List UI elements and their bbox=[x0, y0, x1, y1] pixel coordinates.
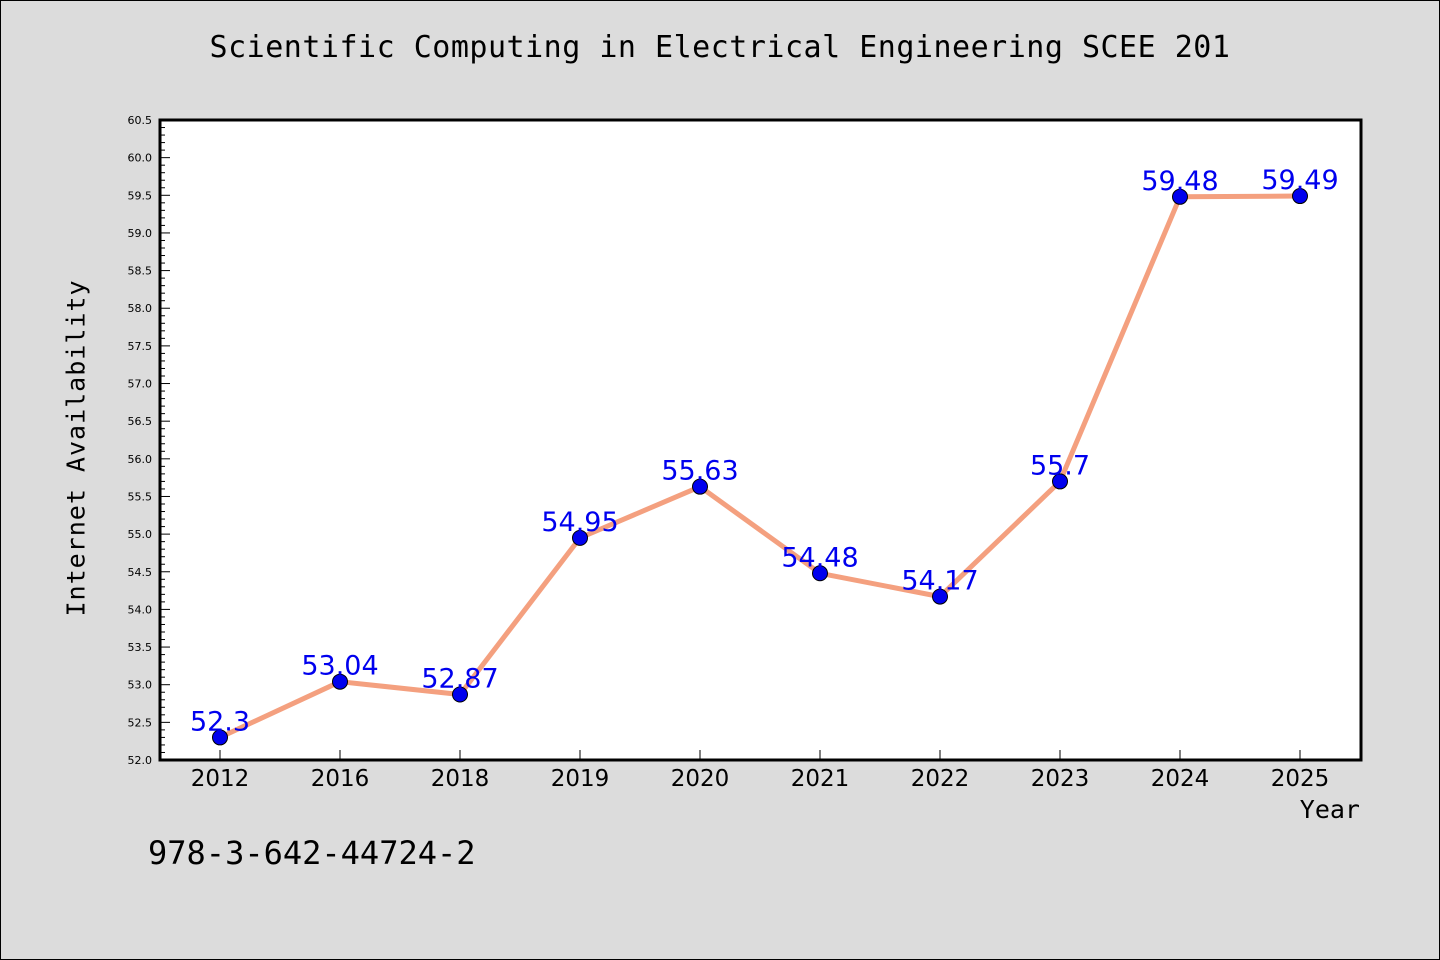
data-point bbox=[332, 673, 348, 690]
y-tick-label: 52.5 bbox=[128, 716, 153, 729]
y-tick-label: 57.0 bbox=[128, 378, 153, 391]
data-point bbox=[1052, 473, 1068, 490]
y-tick-label: 55.0 bbox=[128, 528, 153, 541]
data-point bbox=[932, 588, 948, 605]
series-line bbox=[218, 193, 1301, 740]
y-tick-label: 56.5 bbox=[128, 415, 153, 428]
y-tick-label: 54.0 bbox=[128, 603, 153, 616]
x-tick-label: 2016 bbox=[311, 766, 370, 792]
plot-border bbox=[158, 118, 1363, 762]
x-tick-label: 2012 bbox=[191, 766, 250, 792]
x-tick-label: 2023 bbox=[1031, 766, 1090, 792]
y-tick-label: 57.5 bbox=[128, 340, 153, 353]
data-label: 54.48 bbox=[781, 542, 858, 573]
data-point bbox=[812, 565, 828, 582]
y-tick-label: 60.5 bbox=[128, 114, 153, 127]
x-tick-label: 2019 bbox=[551, 766, 610, 792]
y-tick-label: 59.5 bbox=[128, 189, 153, 202]
y-tick-label: 56.0 bbox=[128, 453, 153, 466]
x-tick-label: 2018 bbox=[431, 766, 490, 792]
y-tick-label: 60.0 bbox=[128, 152, 153, 165]
y-tick-label: 53.0 bbox=[128, 679, 153, 692]
data-label: 52.3 bbox=[190, 706, 250, 737]
data-label: 55.63 bbox=[661, 456, 738, 487]
data-point bbox=[212, 729, 228, 746]
y-tick-label: 53.5 bbox=[128, 641, 153, 654]
data-label: 59.48 bbox=[1141, 166, 1218, 197]
y-tick-label: 58.5 bbox=[128, 265, 153, 278]
data-label: 52.87 bbox=[421, 663, 498, 694]
data-point bbox=[572, 529, 588, 546]
plot-area bbox=[160, 120, 1361, 760]
data-label: 55.7 bbox=[1030, 450, 1090, 481]
y-tick-label: 52.0 bbox=[128, 754, 153, 767]
x-axis-label: Year bbox=[1299, 795, 1360, 824]
data-point bbox=[452, 686, 468, 703]
x-tick-label: 2021 bbox=[791, 766, 850, 792]
data-label: 54.95 bbox=[541, 507, 618, 538]
y-tick-label: 54.5 bbox=[128, 566, 153, 579]
y-tick-label: 58.0 bbox=[128, 302, 153, 315]
x-tick-label: 2022 bbox=[911, 766, 970, 792]
y-axis-label: Internet Availability bbox=[61, 279, 91, 617]
y-tick-label: 55.5 bbox=[128, 490, 153, 503]
data-point bbox=[692, 478, 708, 495]
chart-title: Scientific Computing in Electrical Engin… bbox=[209, 30, 1231, 65]
data-label: 53.04 bbox=[301, 651, 378, 682]
y-tick-label: 59.0 bbox=[128, 227, 153, 240]
x-tick-label: 2020 bbox=[671, 766, 730, 792]
x-tick-label: 2025 bbox=[1271, 766, 1330, 792]
data-label: 54.17 bbox=[901, 566, 978, 597]
data-point bbox=[1172, 188, 1188, 205]
isbn-code: 978-3-642-44724-2 bbox=[148, 834, 476, 872]
x-tick-label: 2024 bbox=[1151, 766, 1210, 792]
data-label: 59.49 bbox=[1261, 165, 1338, 196]
data-point bbox=[1292, 188, 1308, 205]
